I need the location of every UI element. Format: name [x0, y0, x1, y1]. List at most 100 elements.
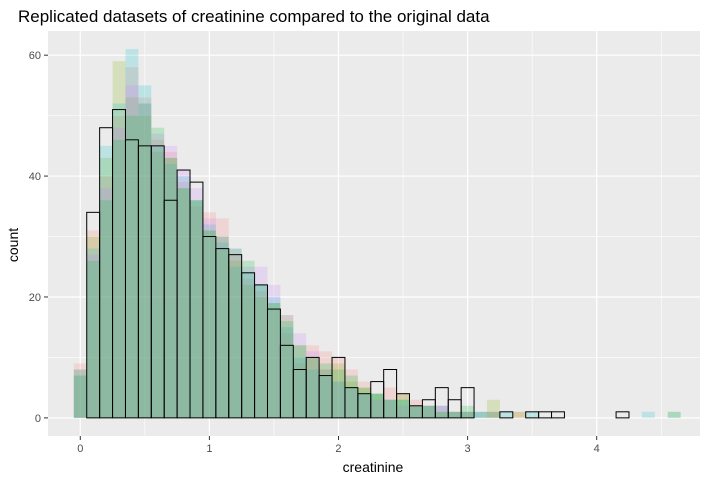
- replicate-bar: [241, 278, 255, 418]
- replicate-bar: [228, 254, 242, 418]
- replicate-bar: [383, 399, 397, 418]
- replicate-bar: [138, 85, 152, 418]
- replicate-bar: [112, 61, 126, 418]
- replicate-bar: [357, 393, 371, 418]
- replicate-bar: [99, 200, 113, 418]
- replicate-bar: [112, 139, 126, 418]
- replicate-series-2: [73, 61, 681, 418]
- replicate-bar: [280, 333, 294, 418]
- replicate-bar: [512, 411, 526, 418]
- replicate-bar: [319, 369, 333, 418]
- replicate-bar: [151, 133, 165, 418]
- original-bar: [615, 411, 630, 419]
- replicate-bar: [409, 405, 423, 418]
- replicate-bar: [306, 357, 320, 418]
- replicate-bar: [202, 218, 216, 418]
- replicate-bar: [306, 369, 320, 418]
- x-tick-label: 4: [594, 443, 600, 455]
- replicate-bar: [125, 85, 139, 418]
- replicate-bar: [357, 387, 371, 418]
- replicate-bar: [448, 411, 462, 418]
- replicate-bar: [151, 127, 165, 418]
- replicate-bar: [125, 67, 139, 418]
- replicate-bar: [99, 145, 113, 418]
- replicate-bar: [125, 49, 139, 418]
- replicate-bar: [280, 315, 294, 418]
- replicate-bar: [409, 405, 423, 418]
- replicate-bar: [461, 405, 475, 418]
- replicate-bar: [319, 363, 333, 418]
- original-bar: [460, 387, 475, 419]
- replicate-bar: [332, 381, 345, 418]
- replicate-bar: [461, 411, 475, 418]
- replicate-bar: [177, 170, 191, 418]
- replicate-bar: [319, 375, 333, 418]
- replicate-bar: [396, 399, 410, 418]
- replicate-bar: [86, 230, 100, 418]
- replicate-bar: [448, 411, 462, 418]
- replicate-bar: [396, 393, 410, 418]
- replicate-bar: [448, 411, 462, 418]
- replicate-bar: [332, 381, 345, 418]
- replicate-bar: [73, 369, 87, 418]
- y-tick-label: 60: [29, 50, 41, 62]
- replicate-bar: [215, 218, 229, 418]
- replicate-bar: [190, 206, 203, 418]
- replicate-bar: [73, 375, 87, 418]
- replicate-bar: [641, 411, 655, 418]
- replicate-bar: [280, 321, 294, 418]
- replicate-bar: [99, 188, 113, 418]
- replicate-bar: [422, 405, 436, 418]
- replicate-bar: [99, 157, 113, 418]
- replicate-bar: [164, 157, 178, 418]
- replicate-bar: [138, 103, 152, 418]
- x-axis-title: creatinine: [343, 459, 404, 475]
- replicate-bar: [499, 411, 513, 418]
- replicate-bar: [164, 145, 178, 418]
- y-axis-title: count: [5, 228, 21, 262]
- replicate-bar: [177, 188, 191, 418]
- replicate-bar: [474, 411, 487, 418]
- replicate-bar: [525, 411, 539, 418]
- replicate-bar: [344, 381, 358, 418]
- original-bar: [499, 411, 514, 419]
- replicate-bar: [138, 97, 152, 418]
- replicate-bar: [474, 411, 487, 418]
- replicate-bar: [202, 224, 216, 418]
- replicate-bar: [422, 405, 436, 418]
- replicate-series-1: [73, 67, 526, 418]
- replicate-bar: [357, 393, 371, 418]
- x-axis: 0 1 2 3 4: [77, 436, 600, 455]
- replicate-bar: [138, 103, 152, 418]
- replicate-bar: [409, 399, 423, 418]
- y-axis: 0 20 40 60: [29, 50, 48, 425]
- replicate-bar: [357, 387, 371, 418]
- original-bar: [551, 411, 565, 419]
- replicate-bar: [332, 369, 345, 418]
- replicate-bar: [306, 345, 320, 418]
- replicate-bar: [319, 351, 333, 418]
- replicate-bar: [396, 405, 410, 418]
- replicate-bar: [267, 284, 281, 418]
- replicate-bar: [383, 399, 397, 418]
- replicate-bar: [215, 236, 229, 418]
- original-histogram: [86, 109, 630, 419]
- replicate-bar: [280, 327, 294, 418]
- replicate-bar: [241, 272, 255, 418]
- replicate-bar: [461, 411, 475, 418]
- replicate-bar: [461, 411, 475, 418]
- replicate-series-5: [73, 103, 500, 418]
- replicate-bar: [112, 103, 126, 418]
- replicate-bar: [383, 399, 397, 418]
- replicate-bar: [344, 375, 358, 418]
- replicate-bar: [112, 115, 126, 418]
- replicate-bar: [228, 260, 242, 418]
- replicate-bar: [138, 115, 152, 418]
- replicate-series-3: [73, 49, 681, 418]
- replicate-bar: [267, 303, 281, 418]
- replicate-bar: [474, 411, 487, 418]
- x-tick-label: 0: [77, 443, 83, 455]
- replicate-bar: [319, 369, 333, 418]
- replicate-bar: [228, 266, 242, 418]
- replicate-bar: [293, 333, 307, 418]
